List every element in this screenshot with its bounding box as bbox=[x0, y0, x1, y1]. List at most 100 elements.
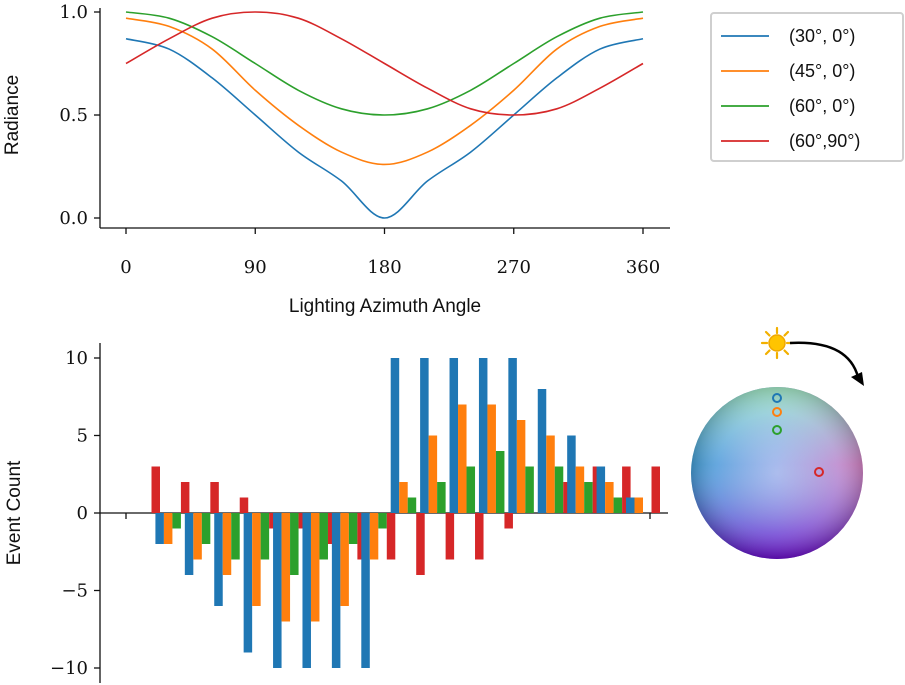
bar-y-tick-label: −10 bbox=[50, 658, 88, 679]
bar-s0-g10 bbox=[420, 358, 429, 513]
bar-s0-g7 bbox=[331, 513, 341, 668]
curved-arrow-icon bbox=[789, 341, 864, 386]
bar-s3-g8 bbox=[386, 513, 396, 560]
sphere-markers bbox=[772, 393, 824, 477]
legend-label-2: (60°, 0°) bbox=[789, 96, 855, 116]
bar-series-group bbox=[151, 358, 660, 668]
bar-s1-g15 bbox=[575, 466, 585, 513]
bar-s1-g16 bbox=[605, 482, 614, 513]
bar-s0-g9 bbox=[390, 358, 400, 513]
bar-s2-g14 bbox=[554, 466, 564, 513]
bar-s1-g11 bbox=[458, 404, 467, 513]
bar-s1-g8 bbox=[369, 513, 379, 560]
bar-s0-g5 bbox=[273, 513, 282, 668]
bar-s2-g3 bbox=[231, 513, 240, 560]
bar-s1-g4 bbox=[252, 513, 261, 606]
bar-s3-g12 bbox=[504, 513, 513, 529]
bar-s2-g13 bbox=[525, 466, 534, 513]
bar-s0-g17 bbox=[626, 497, 635, 513]
line-x-tick-label: 90 bbox=[244, 257, 267, 278]
line-series-2 bbox=[125, 11, 644, 116]
bar-s0-g14 bbox=[537, 389, 547, 513]
bar-s0-g12 bbox=[478, 358, 488, 513]
bar-s0-g3 bbox=[214, 513, 223, 606]
bar-s0-g16 bbox=[596, 466, 606, 513]
line-y-tick-label: 0.5 bbox=[59, 105, 88, 126]
line-series-group bbox=[125, 11, 644, 219]
line-x-tick-label: 0 bbox=[120, 257, 131, 278]
legend-label-3: (60°,90°) bbox=[789, 131, 860, 151]
line-series-3 bbox=[125, 11, 644, 116]
bar-y-ticks: −10 −5 0 5 10 bbox=[50, 348, 100, 679]
bar-s1-g5 bbox=[281, 513, 291, 622]
bar-s2-g12 bbox=[495, 451, 505, 513]
bar-s1-g12 bbox=[487, 404, 496, 513]
legend: (30°, 0°) (45°, 0°) (60°, 0°) (60°,90°) bbox=[710, 12, 904, 162]
bar-s3-g10 bbox=[445, 513, 455, 560]
bar-s0-g2 bbox=[184, 513, 194, 575]
bar-s1-g7 bbox=[340, 513, 349, 606]
event-count-bar-chart: −10 −5 0 5 10 Event Count bbox=[4, 343, 668, 683]
bar-s0-g13 bbox=[508, 358, 517, 513]
bar-s1-g2 bbox=[193, 513, 202, 560]
bar-s0-g11 bbox=[449, 358, 459, 513]
color-sphere bbox=[691, 387, 863, 559]
bar-s3-g2 bbox=[210, 482, 219, 513]
line-x-tick-label: 270 bbox=[497, 257, 531, 278]
bar-s2-g11 bbox=[466, 466, 476, 513]
sphere-marker-3 bbox=[814, 467, 824, 477]
bar-y-tick-label: 5 bbox=[77, 426, 88, 447]
sphere-marker-1 bbox=[772, 407, 782, 417]
bar-s3-g3 bbox=[239, 497, 249, 513]
bar-s0-g1 bbox=[155, 513, 164, 544]
line-chart-axes bbox=[99, 8, 670, 229]
bar-s3-g9 bbox=[416, 513, 425, 575]
bar-s0-g6 bbox=[302, 513, 311, 668]
bar-s3-g1 bbox=[180, 482, 190, 513]
line-x-tick-label: 180 bbox=[367, 257, 401, 278]
bar-s2-g8 bbox=[378, 513, 387, 529]
bar-y-tick-label: 10 bbox=[65, 348, 88, 369]
bar-s2-g6 bbox=[319, 513, 328, 560]
bar-s3-g0 bbox=[151, 466, 160, 513]
bar-s3-g16 bbox=[622, 466, 631, 513]
bar-s0-g15 bbox=[567, 435, 576, 513]
bar-s1-g6 bbox=[310, 513, 320, 622]
sphere-marker-0 bbox=[772, 393, 782, 403]
bar-s2-g5 bbox=[290, 513, 299, 575]
sphere-marker-2 bbox=[772, 425, 782, 435]
lighting-inset bbox=[691, 326, 864, 559]
bar-s1-g10 bbox=[428, 435, 438, 513]
bar-s1-g3 bbox=[222, 513, 232, 575]
line-y-axis-label: Radiance bbox=[2, 75, 23, 155]
line-x-axis-label: Lighting Azimuth Angle bbox=[289, 296, 481, 317]
line-series-1 bbox=[125, 17, 644, 166]
bar-s3-g17 bbox=[651, 466, 660, 513]
legend-frame bbox=[710, 12, 904, 162]
line-y-ticks: 0.0 0.5 1.0 bbox=[59, 2, 100, 229]
line-x-tick-label: 360 bbox=[626, 257, 660, 278]
bar-s2-g16 bbox=[613, 497, 623, 513]
bar-s1-g1 bbox=[163, 513, 173, 544]
sun-icon bbox=[760, 326, 794, 360]
legend-label-1: (45°, 0°) bbox=[789, 61, 855, 81]
bar-s2-g2 bbox=[201, 513, 211, 544]
bar-s1-g17 bbox=[634, 497, 643, 513]
line-y-tick-label: 0.0 bbox=[59, 208, 88, 229]
legend-label-0: (30°, 0°) bbox=[789, 26, 855, 46]
bar-y-axis-label: Event Count bbox=[4, 460, 25, 565]
radiance-line-chart: 0.0 0.5 1.0 0 90 180 270 360 Lighting Azimuth … bbox=[2, 2, 670, 317]
bar-y-tick-label: −5 bbox=[61, 581, 88, 602]
bar-s2-g4 bbox=[260, 513, 270, 560]
line-series-0 bbox=[125, 38, 644, 219]
bar-s2-g9 bbox=[407, 497, 417, 513]
bar-s3-g11 bbox=[475, 513, 484, 560]
bar-s2-g15 bbox=[584, 482, 593, 513]
bar-s2-g7 bbox=[348, 513, 358, 544]
legend-items: (30°, 0°) (45°, 0°) (60°, 0°) (60°,90°) bbox=[721, 26, 860, 151]
bar-s1-g13 bbox=[516, 420, 526, 513]
bar-s0-g8 bbox=[361, 513, 370, 668]
bar-s1-g9 bbox=[399, 482, 408, 513]
bar-s1-g14 bbox=[546, 435, 555, 513]
